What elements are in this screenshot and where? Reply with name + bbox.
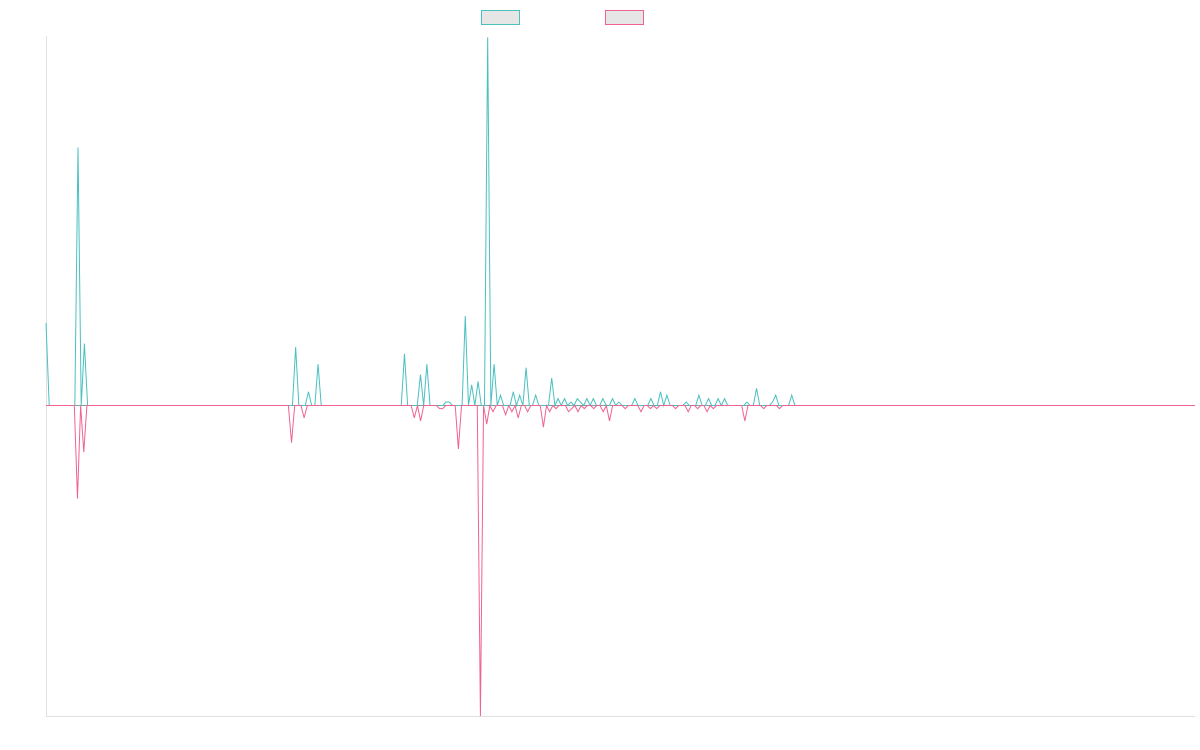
series-line-1 xyxy=(45,37,1195,408)
series-line-2 xyxy=(46,403,1195,717)
series-layer xyxy=(45,37,1195,717)
legend-swatch-series-1[interactable] xyxy=(481,10,520,25)
legend-swatch-series-2[interactable] xyxy=(605,10,644,25)
